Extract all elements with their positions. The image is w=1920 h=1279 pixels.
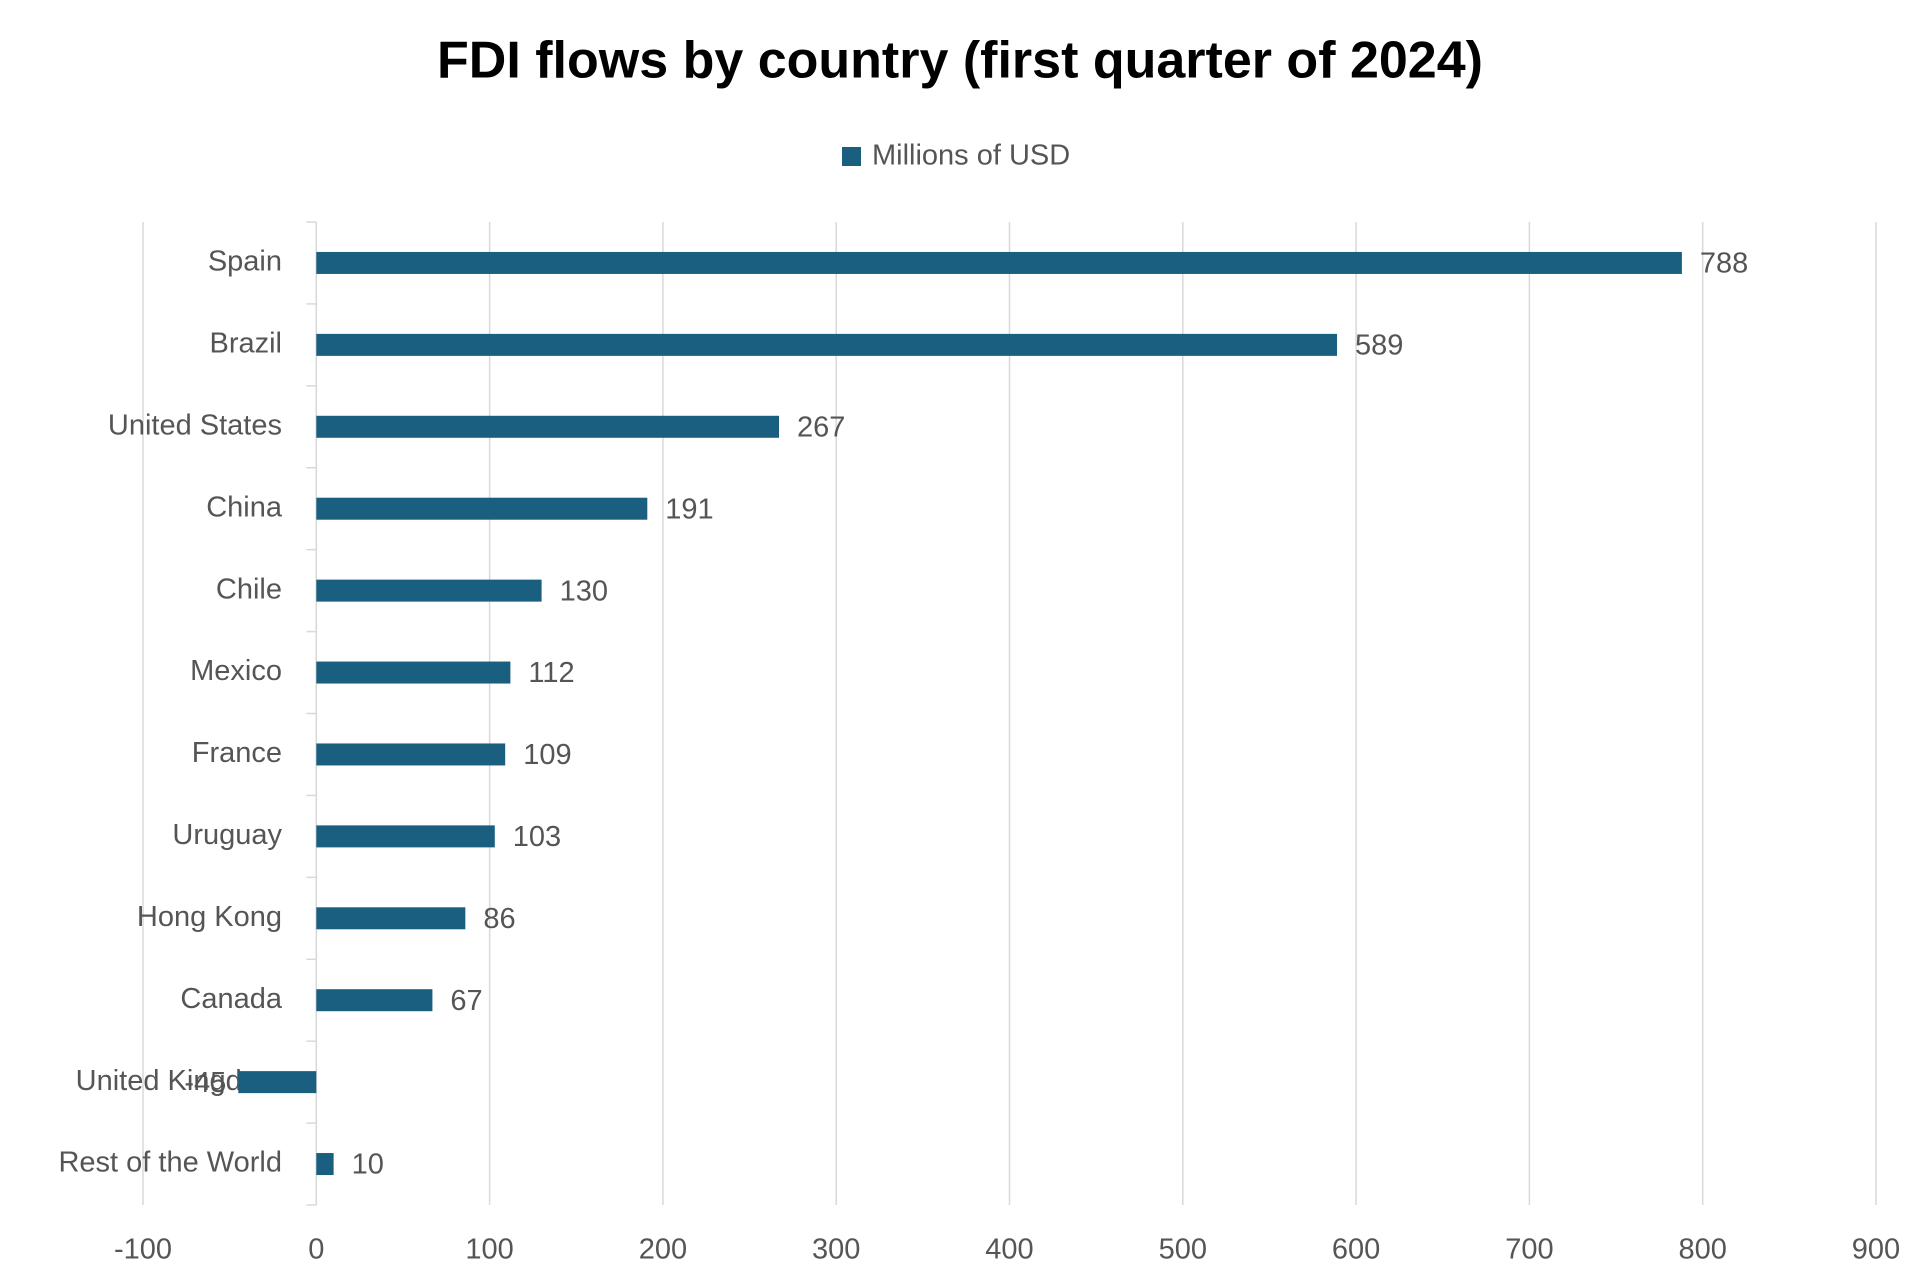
- value-label: 130: [560, 575, 608, 607]
- bar: [316, 1153, 334, 1176]
- value-label: 788: [1700, 248, 1748, 280]
- value-label: -45: [184, 1067, 226, 1099]
- bar: [316, 825, 495, 848]
- x-tick-label: 500: [1159, 1234, 1207, 1266]
- y-tick-label: Chile: [216, 573, 282, 605]
- bar: [316, 497, 648, 520]
- bar: [316, 579, 542, 602]
- x-tick-label: 400: [985, 1234, 1033, 1266]
- value-label: 86: [483, 903, 515, 935]
- value-label: 109: [523, 739, 571, 771]
- x-tick-label: 900: [1852, 1234, 1900, 1266]
- bar: [316, 989, 433, 1012]
- y-tick-label: Mexico: [190, 655, 282, 687]
- chart-title: FDI flows by country (first quarter of 2…: [437, 32, 1483, 90]
- bar: [316, 743, 506, 766]
- x-tick-label: 700: [1505, 1234, 1553, 1266]
- x-tick-label: 0: [308, 1234, 324, 1266]
- bar: [316, 333, 1338, 356]
- value-label: 112: [528, 657, 574, 689]
- y-tick-label: Brazil: [209, 328, 282, 360]
- y-tick-label: Hong Kong: [137, 901, 282, 933]
- value-label: 191: [665, 493, 713, 525]
- x-tick-label: 100: [465, 1234, 513, 1266]
- x-tick-label: 600: [1332, 1234, 1380, 1266]
- value-label: 267: [797, 411, 845, 443]
- y-tick-label: Uruguay: [172, 819, 282, 851]
- bar: [316, 907, 466, 930]
- bar: [238, 1071, 317, 1094]
- value-label: 103: [513, 821, 561, 853]
- bar: [316, 661, 511, 684]
- bar: [316, 251, 1682, 274]
- y-tick-label: France: [192, 737, 282, 769]
- y-tick-label: China: [206, 491, 283, 523]
- legend-label: Millions of USD: [872, 140, 1070, 172]
- y-tick-label: United States: [108, 409, 282, 441]
- x-tick-label: 300: [812, 1234, 860, 1266]
- y-tick-label: Spain: [208, 246, 282, 278]
- x-tick-label: 800: [1679, 1234, 1727, 1266]
- x-tick-label: -100: [114, 1234, 172, 1266]
- y-tick-label: Rest of the World: [58, 1147, 282, 1179]
- value-label: 67: [450, 985, 482, 1017]
- value-label: 10: [352, 1149, 384, 1181]
- legend-swatch: [842, 147, 861, 166]
- value-label: 589: [1355, 330, 1403, 362]
- y-tick-label: Canada: [180, 983, 282, 1015]
- bar: [316, 415, 780, 438]
- x-tick-label: 200: [639, 1234, 687, 1266]
